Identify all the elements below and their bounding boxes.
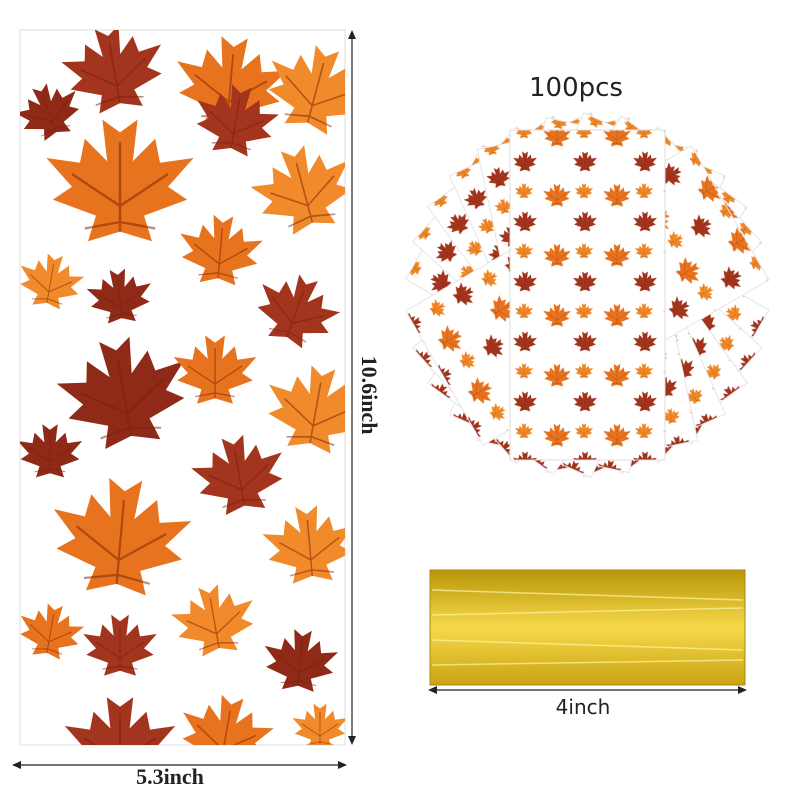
bag-stack: [404, 111, 770, 479]
width-label: 5.3inch: [136, 764, 204, 789]
height-label: 10.6inch: [357, 356, 382, 435]
dimension-lines: [12, 30, 747, 769]
bag-front: [509, 129, 666, 461]
tie-length-label: 4inch: [556, 695, 611, 719]
tie-highlights: [431, 589, 744, 666]
twist-ties: [429, 569, 746, 686]
count-label: 100pcs: [529, 73, 623, 103]
